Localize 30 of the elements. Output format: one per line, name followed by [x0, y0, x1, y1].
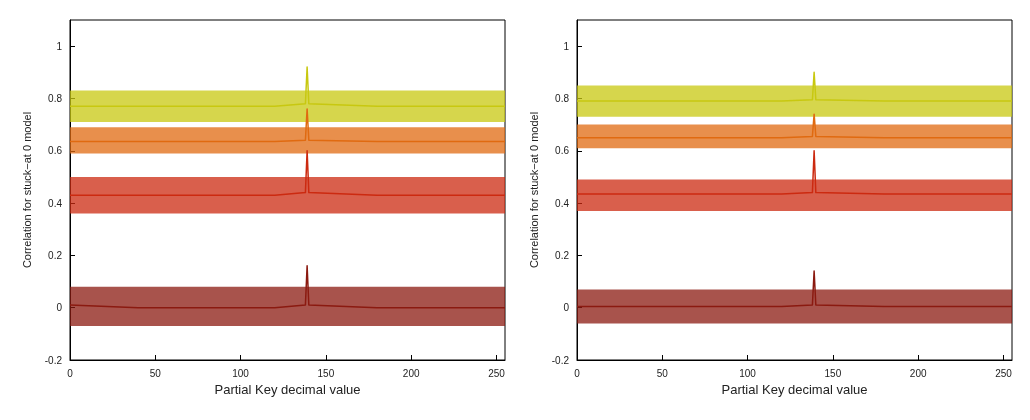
y-tick-label: 1 — [56, 40, 63, 52]
y-tick-label: 0 — [563, 302, 570, 314]
y-tick-label: 0.6 — [48, 145, 63, 157]
x-tick-label: 150 — [824, 367, 842, 379]
x-axis-title: Partial Key decimal value — [214, 381, 361, 397]
y-tick-label: 0.4 — [555, 197, 570, 209]
x-tick-label: 0 — [574, 367, 581, 379]
y-tick-label: 0.2 — [555, 249, 570, 261]
x-tick-label: 100 — [739, 367, 757, 379]
x-tick-label: 100 — [232, 367, 250, 379]
x-tick-label: 200 — [402, 367, 420, 379]
y-axis-title: Correlation for stuck−at 0 model — [527, 111, 540, 269]
x-tick-label: 150 — [317, 367, 335, 379]
x-tick-label: 250 — [488, 367, 506, 379]
y-tick-label: 1 — [563, 40, 570, 52]
y-tick-label: 0.8 — [555, 92, 570, 104]
x-axis-title: Partial Key decimal value — [721, 381, 868, 397]
x-tick-label: 250 — [995, 367, 1013, 379]
y-tick-label: 0.8 — [48, 92, 63, 104]
y-tick-label: 0 — [56, 302, 63, 314]
x-tick-label: 50 — [149, 367, 162, 379]
x-tick-label: 0 — [67, 367, 74, 379]
y-tick-label: -0.2 — [44, 354, 63, 366]
y-tick-label: 0.4 — [48, 197, 63, 209]
y-tick-label: 0.6 — [555, 145, 570, 157]
x-tick-label: 50 — [656, 367, 669, 379]
y-tick-label: 0.2 — [48, 249, 63, 261]
y-tick-label: -0.2 — [551, 354, 570, 366]
y-axis-title: Correlation for stuck−at 0 model — [20, 111, 33, 269]
x-tick-label: 200 — [909, 367, 927, 379]
